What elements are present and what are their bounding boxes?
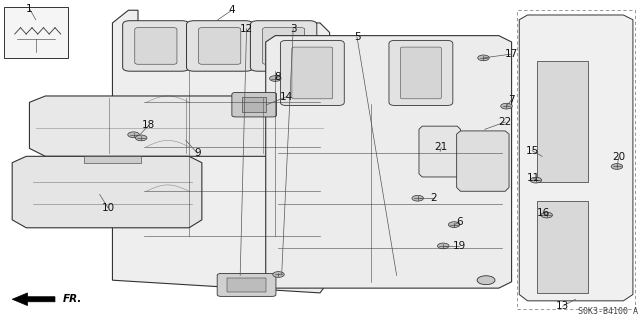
Bar: [537, 201, 588, 293]
Circle shape: [500, 103, 512, 109]
Circle shape: [449, 222, 460, 227]
Polygon shape: [457, 131, 509, 191]
Polygon shape: [29, 96, 330, 156]
Text: 21: 21: [435, 142, 448, 152]
FancyBboxPatch shape: [280, 41, 344, 106]
Circle shape: [128, 132, 140, 137]
Circle shape: [477, 276, 495, 285]
Text: 11: 11: [527, 173, 540, 183]
Polygon shape: [12, 156, 202, 228]
Bar: [537, 61, 588, 182]
Text: 18: 18: [142, 120, 156, 130]
Text: 8: 8: [275, 72, 281, 82]
Text: 15: 15: [525, 145, 539, 156]
Text: 14: 14: [280, 92, 293, 102]
Text: 22: 22: [499, 117, 512, 127]
Polygon shape: [113, 10, 330, 293]
Text: 9: 9: [194, 148, 201, 158]
Circle shape: [438, 243, 449, 249]
FancyBboxPatch shape: [217, 273, 276, 296]
FancyBboxPatch shape: [292, 47, 333, 99]
FancyBboxPatch shape: [123, 21, 189, 71]
Text: 3: 3: [290, 24, 296, 33]
Polygon shape: [519, 15, 633, 301]
Bar: [227, 278, 266, 292]
FancyBboxPatch shape: [186, 21, 253, 71]
Circle shape: [477, 55, 489, 61]
FancyBboxPatch shape: [198, 28, 241, 64]
Bar: [516, 10, 635, 309]
Text: 20: 20: [612, 152, 625, 162]
Text: 7: 7: [508, 95, 515, 105]
Text: 2: 2: [430, 193, 437, 203]
Text: 4: 4: [228, 5, 235, 15]
Text: 12: 12: [240, 24, 253, 33]
Text: 5: 5: [354, 32, 360, 42]
Polygon shape: [266, 36, 511, 288]
Text: 17: 17: [505, 49, 518, 59]
Circle shape: [611, 164, 623, 169]
Circle shape: [136, 135, 147, 141]
FancyBboxPatch shape: [232, 93, 276, 117]
Circle shape: [273, 271, 284, 277]
FancyBboxPatch shape: [135, 28, 177, 64]
Text: 16: 16: [537, 208, 550, 218]
FancyBboxPatch shape: [262, 28, 305, 64]
Text: 10: 10: [101, 203, 115, 213]
Text: S0K3-B4100 A: S0K3-B4100 A: [578, 307, 638, 316]
Text: 1: 1: [26, 4, 33, 14]
Circle shape: [541, 212, 552, 218]
Polygon shape: [84, 156, 141, 163]
FancyBboxPatch shape: [250, 21, 317, 71]
Polygon shape: [419, 126, 461, 177]
FancyBboxPatch shape: [389, 41, 453, 106]
Bar: [242, 97, 266, 113]
FancyBboxPatch shape: [401, 47, 442, 99]
Text: 6: 6: [456, 217, 463, 227]
Text: FR.: FR.: [63, 294, 83, 304]
Text: 13: 13: [556, 301, 570, 311]
Bar: [4, 7, 68, 58]
Text: 19: 19: [452, 241, 466, 251]
Circle shape: [412, 196, 424, 201]
Circle shape: [269, 76, 281, 81]
Polygon shape: [12, 293, 55, 306]
Circle shape: [530, 177, 541, 183]
